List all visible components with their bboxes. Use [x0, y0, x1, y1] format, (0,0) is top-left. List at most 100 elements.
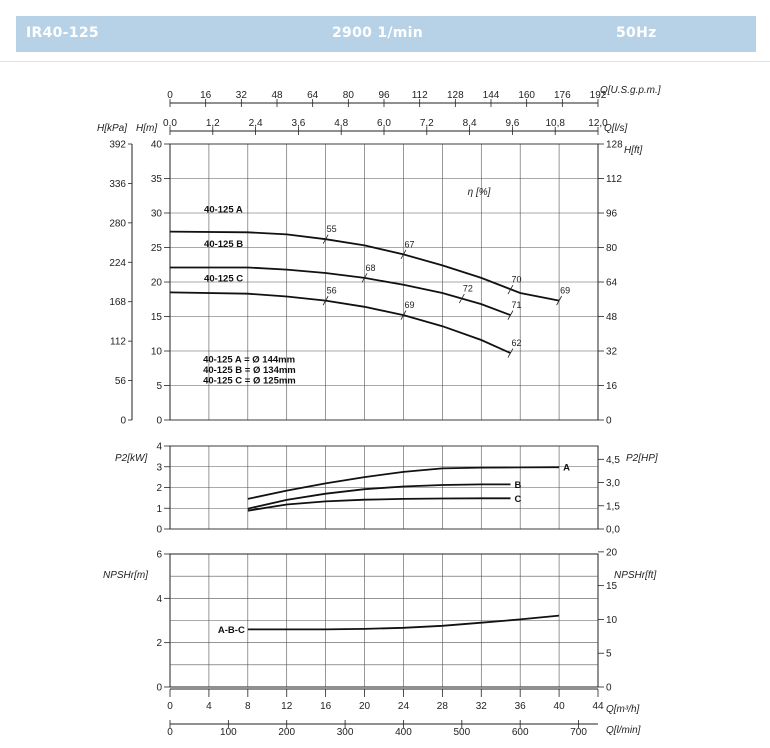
lmin-tick-label: 300	[337, 727, 354, 738]
ft-tick-label: 64	[606, 278, 618, 289]
lmin-tick-label: 700	[570, 727, 587, 738]
ls-tick-label: 2,4	[249, 118, 263, 129]
efficiency-tick	[556, 295, 562, 306]
npsh-m-tick-label: 6	[156, 550, 162, 561]
usgpm-tick-label: 16	[200, 90, 212, 101]
usgpm-tick-label: 0	[167, 90, 173, 101]
kpa-tick-label: 112	[110, 337, 126, 348]
head-m-tick-label: 40	[151, 140, 163, 151]
usgpm-tick-label: 176	[554, 90, 571, 101]
kpa-axis-label: H[kPa]	[97, 123, 127, 134]
lmin-tick-label: 600	[512, 727, 529, 738]
npsh-ft-tick-label: 10	[606, 615, 618, 626]
head-curve-label: 40-125 B	[204, 239, 243, 250]
ls-tick-label: 1,2	[206, 118, 220, 129]
ls-tick-label: 10,8	[545, 118, 565, 129]
m3h-tick-label: 32	[476, 701, 488, 712]
usgpm-tick-label: 64	[307, 90, 319, 101]
m3h-tick-label: 20	[359, 701, 371, 712]
ls-tick-label: 0,0	[163, 118, 177, 129]
efficiency-tick	[322, 295, 329, 306]
efficiency-value: 72	[463, 284, 473, 294]
head-m-tick-label: 25	[151, 243, 163, 254]
frequency-label: 50Hz	[616, 25, 657, 41]
head-m-tick-label: 35	[151, 174, 163, 185]
efficiency-value: 70	[511, 275, 521, 285]
efficiency-tick	[507, 348, 514, 358]
usgpm-axis-label: Q[U.S.g.p.m.]	[600, 85, 661, 96]
power-curve-label: B	[514, 480, 521, 491]
head-curve-a	[169, 230, 560, 302]
lmin-tick-label: 0	[167, 727, 173, 738]
kpa-tick-label: 224	[109, 258, 126, 269]
efficiency-value: 71	[511, 300, 521, 310]
power-curve-b	[247, 483, 511, 510]
usgpm-tick-label: 48	[271, 90, 283, 101]
power-curve-c	[247, 497, 511, 512]
head-m-tick-label: 20	[151, 278, 163, 289]
model-title: IR40-125	[26, 25, 99, 41]
efficiency-tick	[400, 310, 407, 320]
ft-tick-label: 32	[606, 347, 618, 358]
kw-tick-label: 0	[156, 525, 162, 536]
head-m-tick-label: 5	[156, 381, 162, 392]
ft-tick-label: 112	[606, 174, 622, 185]
ft-tick-label: 96	[606, 209, 618, 220]
kw-axis-label: P2[kW]	[115, 453, 147, 464]
diameter-legend-item: 40-125 C = Ø 125mm	[203, 376, 296, 387]
efficiency-value: 56	[327, 286, 337, 296]
header-divider	[0, 61, 770, 62]
kpa-tick-label: 0	[120, 416, 126, 427]
npsh-ft-axis-label: NPSHr[ft]	[614, 570, 656, 581]
head-m-axis-label: H[m]	[136, 123, 157, 134]
usgpm-tick-label: 80	[343, 90, 355, 101]
efficiency-value: 67	[404, 239, 414, 249]
kpa-tick-label: 168	[109, 297, 126, 308]
head-m-tick-label: 30	[151, 209, 163, 220]
hp-tick-label: 3,0	[606, 478, 620, 489]
m3h-tick-label: 40	[554, 701, 566, 712]
efficiency-value: 69	[560, 286, 570, 296]
kpa-tick-label: 280	[109, 218, 126, 229]
ls-tick-label: 6,0	[377, 118, 391, 129]
diameter-legend-item: 40-125 B = Ø 134mm	[203, 365, 296, 376]
npsh-m-axis-label: NPSHr[m]	[103, 570, 148, 581]
npsh-ft-tick-label: 0	[606, 683, 612, 694]
header-banner: IR40-125 2900 1/min 50Hz	[16, 16, 756, 52]
efficiency-tick	[322, 234, 329, 244]
kw-tick-label: 3	[156, 462, 162, 473]
kw-tick-label: 4	[156, 442, 162, 453]
power-curve-label: A	[563, 463, 570, 474]
hp-tick-label: 4,5	[606, 455, 620, 466]
ls-tick-label: 12,0	[588, 118, 608, 129]
m3h-tick-label: 28	[437, 701, 449, 712]
m3h-tick-label: 16	[320, 701, 332, 712]
efficiency-value: 55	[327, 224, 337, 234]
ft-tick-label: 48	[606, 312, 618, 323]
kpa-tick-label: 336	[109, 179, 126, 190]
hp-axis-label: P2[HP]	[626, 453, 658, 464]
speed-label: 2900 1/min	[332, 25, 424, 41]
efficiency-tick	[400, 249, 407, 260]
kw-tick-label: 1	[156, 504, 162, 515]
power-curve-a	[247, 466, 560, 500]
ls-tick-label: 9,6	[505, 118, 519, 129]
head-curve-c	[169, 291, 511, 354]
m3h-tick-label: 44	[592, 701, 604, 712]
head-curve-label: 40-125 A	[204, 204, 243, 215]
npsh-m-tick-label: 4	[156, 594, 162, 605]
power-curve-label: C	[514, 494, 521, 505]
usgpm-tick-label: 160	[518, 90, 535, 101]
diameter-legend-item: 40-125 A = Ø 144mm	[203, 355, 295, 366]
m3h-tick-label: 24	[398, 701, 410, 712]
ls-tick-label: 7,2	[420, 118, 434, 129]
kpa-tick-label: 56	[115, 376, 127, 387]
m3h-axis-label: Q[m³/h]	[606, 704, 640, 715]
efficiency-value: 62	[511, 338, 521, 348]
npsh-curve-label: A-B-C	[218, 625, 245, 636]
lmin-axis-label: Q[l/min]	[606, 725, 641, 736]
efficiency-tick	[361, 273, 368, 283]
ls-tick-label: 3,6	[291, 118, 305, 129]
efficiency-tick	[507, 310, 514, 320]
kpa-tick-label: 392	[109, 140, 126, 151]
